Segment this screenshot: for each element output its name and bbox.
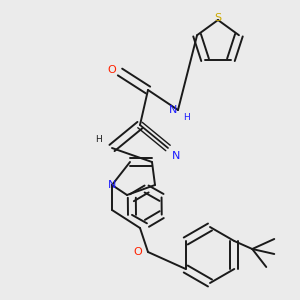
Text: O: O bbox=[108, 65, 116, 75]
Text: N: N bbox=[169, 105, 177, 115]
Text: H: H bbox=[94, 136, 101, 145]
Text: S: S bbox=[214, 13, 222, 23]
Text: N: N bbox=[108, 180, 116, 190]
Text: H: H bbox=[183, 113, 189, 122]
Text: O: O bbox=[134, 247, 142, 257]
Text: N: N bbox=[172, 151, 180, 161]
